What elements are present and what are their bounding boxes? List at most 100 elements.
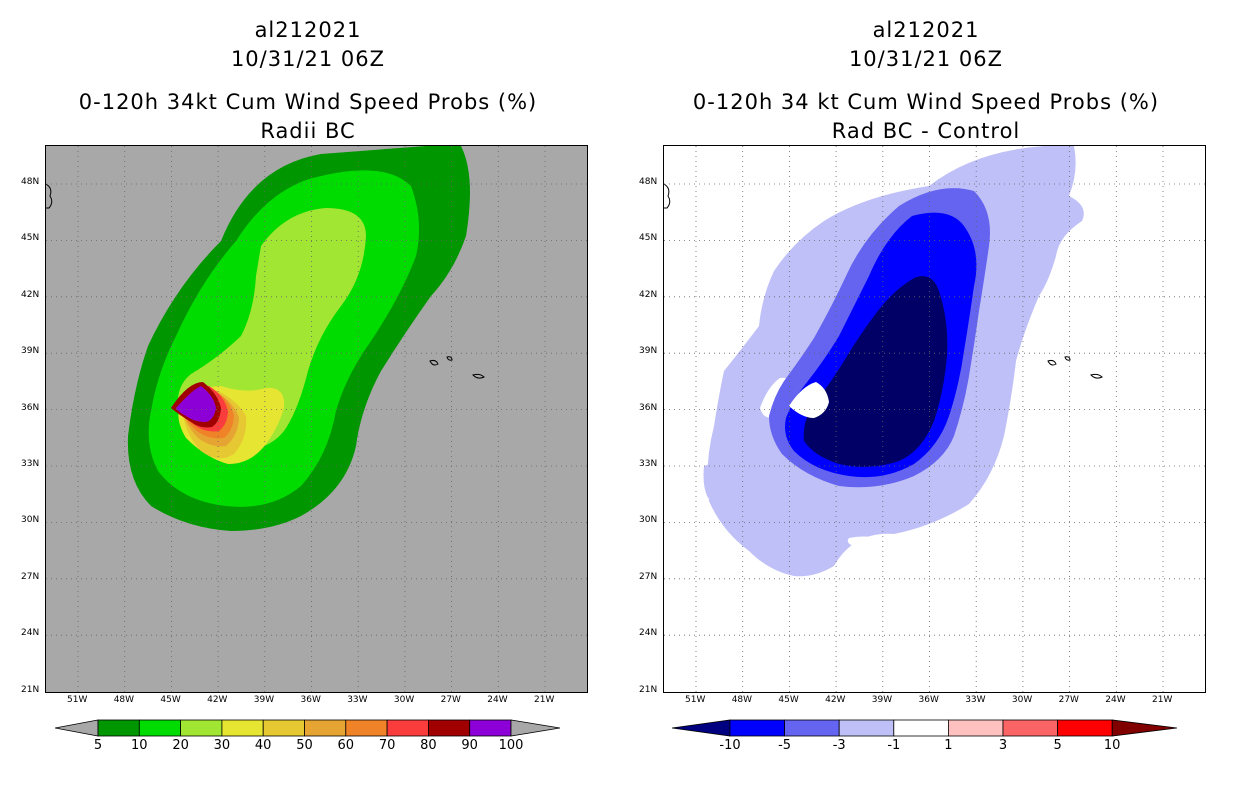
longitude-tick-label: 45W <box>160 695 181 705</box>
colorbar-swatch <box>784 719 840 737</box>
azores-island <box>1090 373 1103 379</box>
latitude-tick-label: 42N <box>639 289 658 300</box>
longitude-tick-label: 21W <box>1152 695 1173 705</box>
colorbar-swatch <box>304 719 347 737</box>
latitude-tick-label: 33N <box>21 459 40 469</box>
longitude-tick-label: 24W <box>487 695 508 705</box>
newfoundland-coastline <box>46 183 53 209</box>
latitude-tick-label: 48N <box>639 177 658 187</box>
latitude-tick-label: 24N <box>639 628 658 639</box>
colorbar-high-arrow <box>510 719 560 737</box>
colorbar-swatch <box>729 719 785 737</box>
azores-island <box>472 373 485 379</box>
latitude-tick-label: 36N <box>639 402 658 413</box>
colorbar-swatch <box>221 719 264 737</box>
longitude-tick-label: 48W <box>731 695 753 705</box>
longitude-tick-label: 39W <box>871 695 893 705</box>
colorbar-tick-label: 70 <box>378 738 396 753</box>
latitude-tick-label: 21N <box>21 684 40 695</box>
colorbar-swatch <box>345 719 388 737</box>
longitude-tick-label: 51W <box>67 695 88 705</box>
latitude-tick-label: 30N <box>639 515 658 526</box>
latitude-tick-label: 33N <box>639 459 658 469</box>
right-subtitle: Rad BC - Control <box>831 119 1021 143</box>
colorbar-tick-label: -10 <box>719 738 741 753</box>
longitude-tick-label: 27W <box>440 695 461 705</box>
colorbar-tick-label: 30 <box>213 738 231 753</box>
left-datetime: 10/31/21 06Z <box>230 47 386 71</box>
colorbar-swatch <box>180 719 223 737</box>
colorbar-swatch <box>1057 719 1113 737</box>
latitude-tick-label: 24N <box>21 628 40 639</box>
longitude-tick-label: 33W <box>965 695 986 705</box>
left-gridlines <box>46 146 587 692</box>
longitude-tick-label: 24W <box>1105 695 1126 705</box>
colorbar-tick-label: 100 <box>498 738 524 753</box>
latitude-tick-label: 21N <box>639 684 658 695</box>
left-subtitle: Radii BC <box>260 119 356 143</box>
left-map-canvas <box>46 146 587 692</box>
latitude-tick-label: 48N <box>21 177 40 187</box>
right-storm-id: al212021 <box>872 18 980 42</box>
longitude-tick-label: 45W <box>778 695 799 705</box>
longitude-tick-label: 30W <box>393 695 415 705</box>
newfoundland-coastline <box>664 183 671 209</box>
colorbar-low-arrow <box>55 719 99 737</box>
colorbar-swatch <box>947 719 1004 737</box>
colorbar-swatch <box>138 719 182 737</box>
latitude-tick-label: 27N <box>639 571 658 582</box>
latitude-tick-label: 39N <box>21 346 40 357</box>
colorbar-tick-label: 50 <box>296 738 313 753</box>
colorbar-tick-label: 40 <box>254 738 272 753</box>
right-product-title: 0-120h 34 kt Cum Wind Speed Probs (%) <box>692 90 1160 114</box>
azores-island <box>446 356 453 361</box>
colorbar-swatch <box>386 719 429 737</box>
colorbar-tick-label: 20 <box>172 738 189 753</box>
colorbar-tick-label: -5 <box>778 738 792 753</box>
longitude-tick-label: 33W <box>347 695 368 705</box>
prob-contour-90 <box>176 386 216 422</box>
longitude-tick-label: 36W <box>300 695 321 705</box>
longitude-tick-label: 42W <box>207 695 228 705</box>
azores-island <box>429 359 439 366</box>
right-gridlines <box>664 146 1205 692</box>
diff-contour-neutral <box>847 536 889 548</box>
colorbar-tick-label: -3 <box>832 738 846 753</box>
latitude-tick-label: 27N <box>21 571 40 582</box>
colorbar-swatch <box>469 719 512 737</box>
left-colorbar <box>55 719 560 737</box>
latitude-tick-label: 30N <box>21 515 40 526</box>
colorbar-swatch <box>893 719 949 737</box>
colorbar-tick-label: 10 <box>1103 738 1121 753</box>
latitude-tick-label: 45N <box>21 233 40 244</box>
colorbar-tick-label: 10 <box>131 738 148 753</box>
latitude-tick-label: 36N <box>21 402 40 413</box>
left-storm-id: al212021 <box>254 18 362 42</box>
left-panel-titles: al212021 10/31/21 06Z 0-120h 34kt Cum Wi… <box>45 16 571 146</box>
colorbar-swatch <box>1002 719 1058 737</box>
longitude-tick-label: 48W <box>113 695 135 705</box>
colorbar-swatch <box>427 719 471 737</box>
colorbar-high-arrow <box>1111 719 1177 737</box>
longitude-tick-label: 27W <box>1058 695 1079 705</box>
right-panel-titles: al212021 10/31/21 06Z 0-120h 34 kt Cum W… <box>663 16 1189 146</box>
latitude-tick-label: 45N <box>639 233 658 244</box>
colorbar-tick-label: 1 <box>944 738 953 753</box>
colorbar-tick-label: 80 <box>420 738 437 753</box>
longitude-tick-label: 39W <box>253 695 275 705</box>
latitude-tick-label: 39N <box>639 346 658 357</box>
colorbar-swatch <box>838 719 895 737</box>
colorbar-tick-label: 5 <box>1053 738 1062 753</box>
longitude-tick-label: 42W <box>825 695 846 705</box>
colorbar-tick-label: -1 <box>887 738 901 753</box>
longitude-tick-label: 36W <box>918 695 939 705</box>
right-difference-map <box>663 145 1206 693</box>
right-datetime: 10/31/21 06Z <box>848 47 1004 71</box>
colorbar-swatch <box>97 719 140 737</box>
longitude-tick-label: 51W <box>685 695 706 705</box>
left-product-title: 0-120h 34kt Cum Wind Speed Probs (%) <box>78 90 538 114</box>
colorbar-low-arrow <box>672 719 731 737</box>
longitude-tick-label: 30W <box>1011 695 1033 705</box>
diff-contour-light <box>703 464 716 498</box>
right-colorbar <box>672 719 1177 737</box>
